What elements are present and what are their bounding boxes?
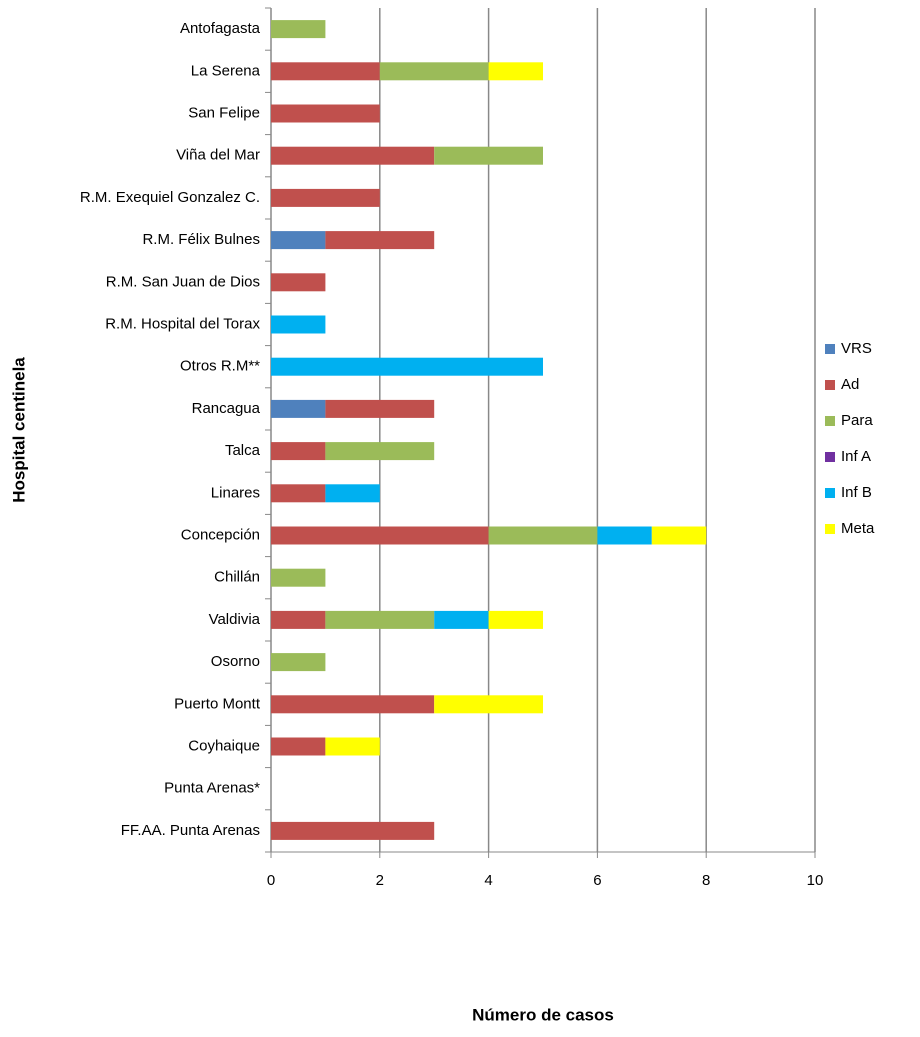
bar-segment [325, 442, 435, 461]
legend-label: Para [841, 412, 873, 429]
bar-segment [434, 610, 489, 629]
bar-segment [488, 62, 543, 81]
bar-segment [271, 653, 326, 672]
y-tick-label: La Serena [191, 62, 261, 79]
bar-segment [325, 399, 435, 418]
y-tick-label: FF.AA. Punta Arenas [121, 822, 260, 839]
bar-segment [271, 146, 435, 165]
bar-segment [271, 568, 326, 587]
y-tick-label: San Felipe [188, 104, 260, 121]
bar-segment [271, 610, 326, 629]
y-tick-label: Puerto Montt [174, 695, 261, 712]
bar-segment [651, 526, 707, 545]
y-tick-label: Osorno [211, 653, 260, 670]
bar-segment [271, 20, 326, 39]
y-tick-label: Antofagasta [180, 20, 261, 37]
y-tick-label: Chillán [214, 569, 260, 586]
y-tick-label: Concepción [181, 526, 260, 543]
bar-segment [325, 484, 380, 503]
bar-segment [271, 62, 380, 81]
bar-segment [271, 188, 380, 207]
bar-segment [434, 146, 543, 165]
bar-segment [271, 484, 326, 503]
bar-segment [271, 104, 380, 123]
legend-label: Ad [841, 376, 859, 393]
bar-segment [271, 526, 489, 545]
legend-label: Meta [841, 520, 875, 537]
bar-segment [271, 821, 435, 840]
y-tick-label: R.M. Exequiel Gonzalez C. [80, 189, 260, 206]
bar-segment [488, 526, 598, 545]
x-tick-label: 4 [484, 872, 492, 889]
x-tick-label: 2 [376, 872, 384, 889]
x-tick-label: 0 [267, 872, 275, 889]
bar-segment [271, 399, 326, 418]
bar-segment [325, 231, 435, 250]
bar-segment [271, 442, 326, 461]
y-tick-label: Linares [211, 484, 260, 501]
y-tick-label: R.M. Hospital del Torax [105, 315, 260, 332]
bar-segment [434, 695, 543, 714]
y-axis-title: Hospital centinela [9, 357, 28, 503]
y-tick-label: Coyhaique [188, 737, 260, 754]
x-tick-label: 10 [807, 872, 824, 889]
legend-label: Inf A [841, 448, 871, 465]
legend-swatch [825, 488, 835, 498]
legend-swatch [825, 452, 835, 462]
y-tick-label: Valdivia [209, 611, 261, 628]
legend-swatch [825, 344, 835, 354]
bar-segment [325, 737, 380, 756]
y-tick-label: R.M. San Juan de Dios [106, 273, 260, 290]
legend-swatch [825, 416, 835, 426]
y-tick-label: Otros R.M** [180, 358, 260, 375]
bar-segment [271, 273, 326, 292]
legend-label: Inf B [841, 484, 872, 501]
y-tick-label: Rancagua [192, 400, 261, 417]
bar-segment [271, 737, 326, 756]
legend-swatch [825, 380, 835, 390]
bar-segment [271, 315, 326, 334]
y-tick-label: Punta Arenas* [164, 780, 260, 797]
legend-swatch [825, 524, 835, 534]
bar-segment [271, 231, 326, 250]
y-tick-label: Viña del Mar [176, 147, 260, 164]
x-tick-label: 8 [702, 872, 710, 889]
bar-segment [271, 357, 543, 376]
y-tick-label: Talca [225, 442, 261, 459]
bar-segment [325, 610, 435, 629]
y-tick-label: R.M. Félix Bulnes [142, 231, 260, 248]
x-tick-label: 6 [593, 872, 601, 889]
bar-segment [488, 610, 543, 629]
bar-segment [271, 695, 435, 714]
legend-label: VRS [841, 340, 872, 357]
x-axis-title: Número de casos [472, 1005, 614, 1024]
bar-segment [379, 62, 489, 81]
bar-segment [597, 526, 652, 545]
